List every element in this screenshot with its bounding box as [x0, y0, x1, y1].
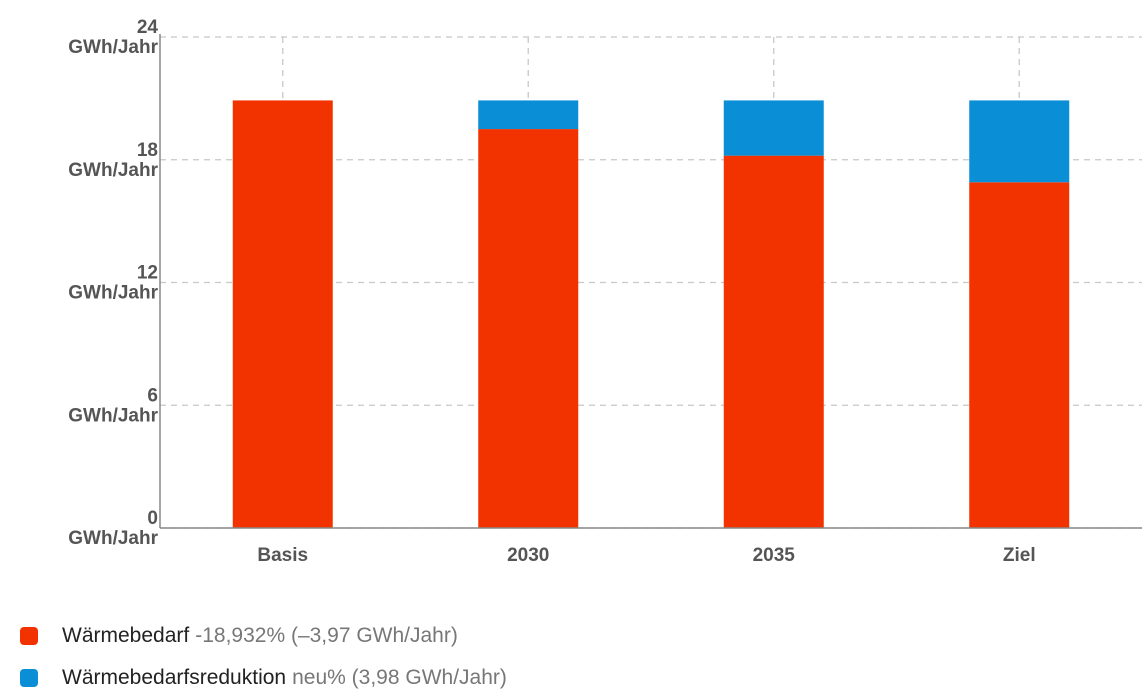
- bar-segment: [478, 100, 579, 130]
- legend-name: Wärmebedarfsreduktion: [62, 666, 286, 689]
- bar-segment: [969, 100, 1070, 183]
- legend-swatch: [20, 627, 38, 645]
- bar-segment: [723, 155, 824, 529]
- y-tick-label: 12 GWh/Jahr: [68, 263, 158, 304]
- bar-segment: [723, 100, 824, 156]
- y-tick-label: 6 GWh/Jahr: [68, 385, 158, 426]
- x-tick-label: 2035: [753, 545, 796, 566]
- bar-segment: [969, 182, 1070, 529]
- x-tick-label: 2030: [507, 545, 549, 566]
- x-tick-label: Basis: [257, 545, 308, 566]
- legend-entry: Wärmebedarf -18,932% (–3,97 GWh/Jahr): [62, 624, 458, 647]
- legend-note: -18,932% (–3,97 GWh/Jahr): [195, 624, 458, 647]
- legend-entry: Wärmebedarfsreduktion neu% (3,98 GWh/Jahr…: [62, 666, 507, 689]
- x-tick-label: Ziel: [1003, 545, 1036, 566]
- bar-segment: [478, 129, 579, 528]
- y-tick-label: 24 GWh/Jahr: [68, 17, 158, 58]
- legend-note: neu% (3,98 GWh/Jahr): [292, 666, 507, 689]
- y-tick-label: 18 GWh/Jahr: [68, 140, 158, 181]
- bar-segment: [232, 100, 333, 528]
- y-tick-label: 0 GWh/Jahr: [68, 508, 158, 549]
- legend-swatch: [20, 669, 38, 687]
- legend-name: Wärmebedarf: [62, 624, 189, 647]
